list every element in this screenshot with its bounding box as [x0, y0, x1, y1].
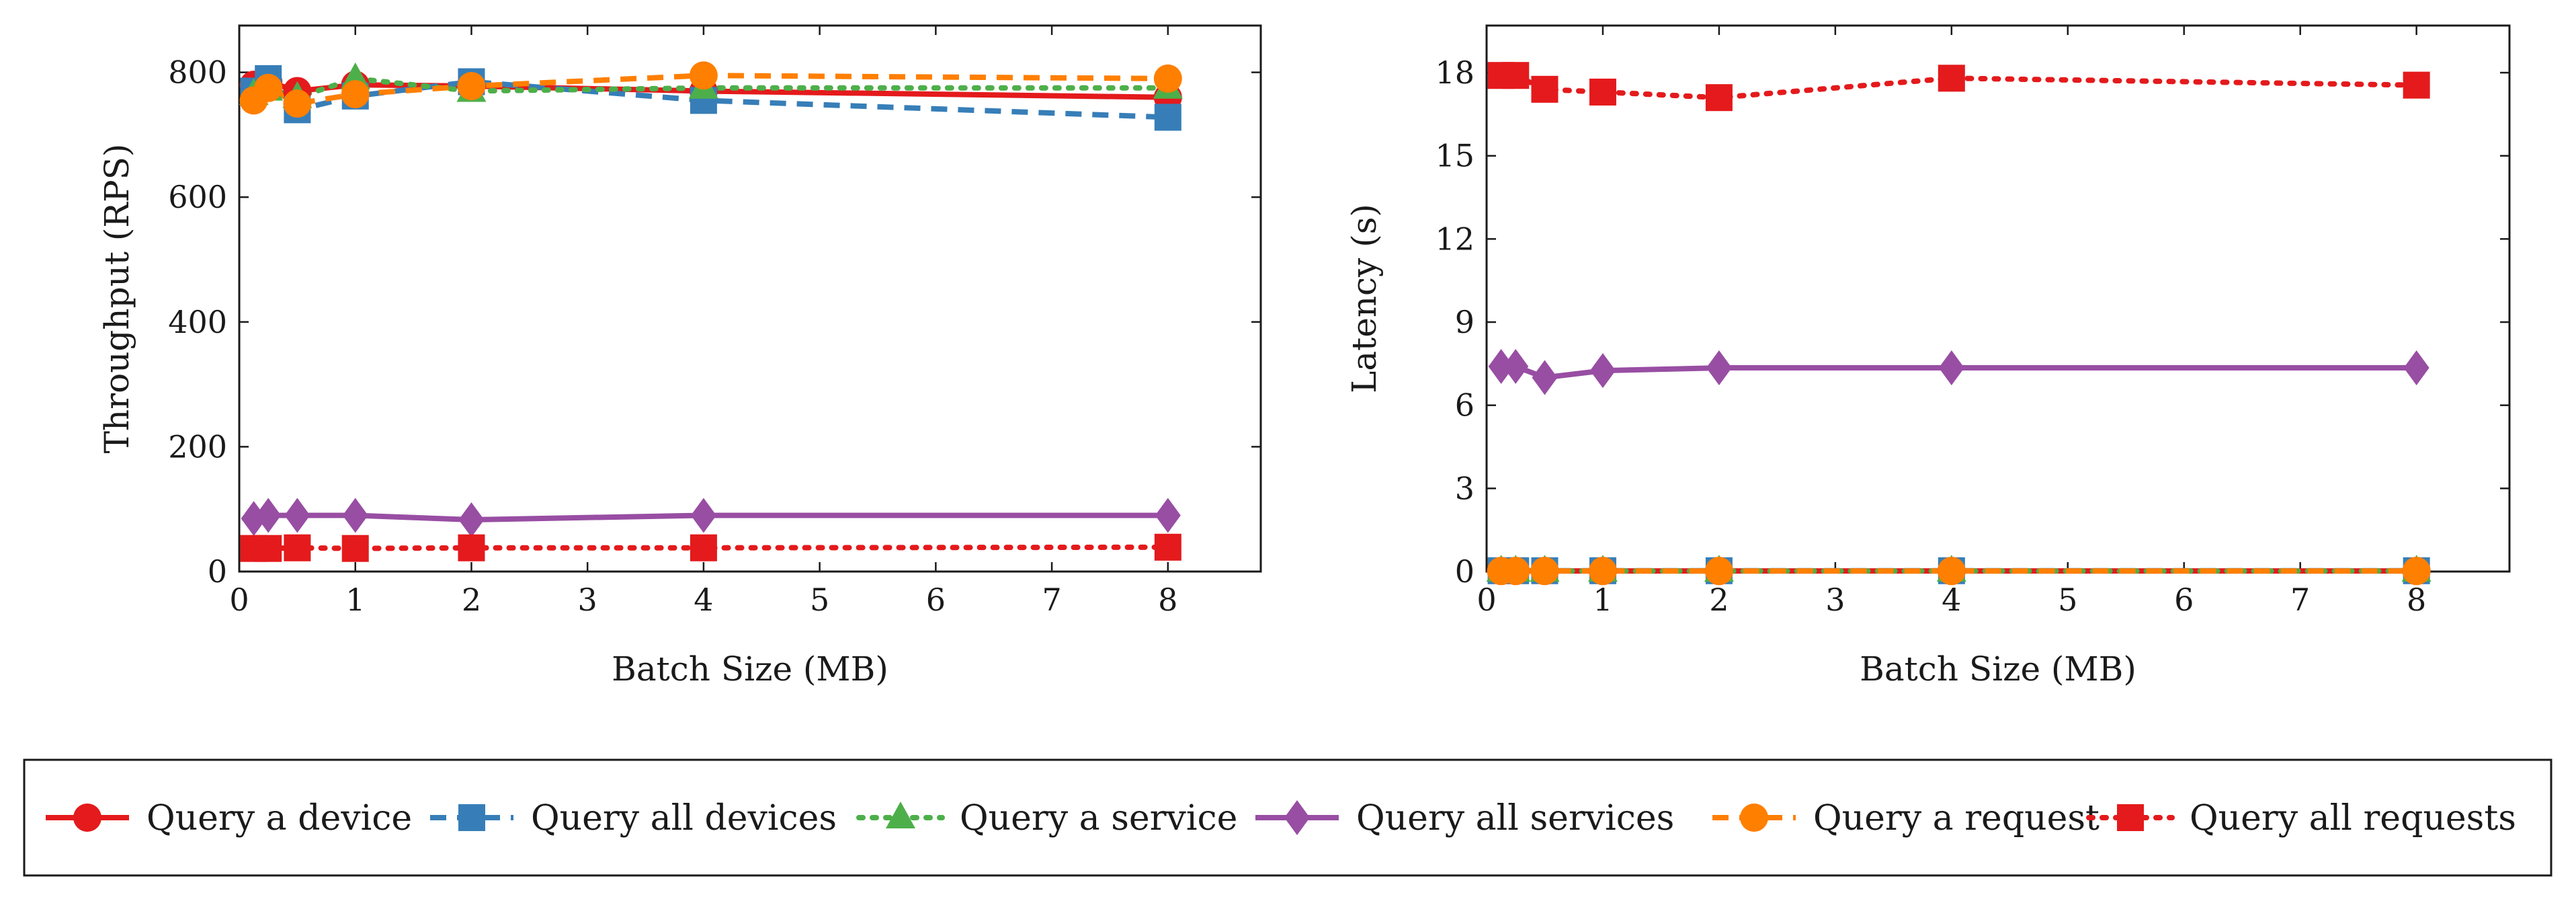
latency-y-tick-label: 6 [1455, 387, 1474, 424]
legend-marker-service [886, 802, 915, 828]
throughput-point-all_services [690, 498, 716, 533]
latency-point-request [1937, 557, 1966, 586]
throughput-point-all_requests [341, 535, 369, 562]
latency-x-tick-label: 5 [2058, 582, 2077, 618]
throughput-x-tick-label: 1 [345, 582, 365, 618]
latency-data-layer [1486, 62, 2432, 586]
throughput-point-request [1153, 64, 1182, 93]
throughput-point-all_requests [690, 534, 717, 561]
latency-x-tick-label: 6 [2174, 582, 2194, 618]
latency-y-tick-label: 18 [1435, 54, 1474, 91]
latency-point-all_services [1503, 348, 1529, 384]
throughput-point-request [283, 89, 312, 118]
latency-x-axis-title: Batch Size (MB) [1860, 650, 2136, 689]
legend-label-all_services: Query all services [1356, 798, 1674, 838]
throughput-point-all_services [458, 502, 485, 537]
legend-label-all_requests: Query all requests [2190, 798, 2516, 838]
legend-label-request: Query a request [1813, 798, 2100, 838]
latency-point-all_services [1706, 350, 1732, 386]
legend-label-service: Query a service [960, 798, 1237, 838]
throughput-x-tick-label: 8 [1158, 582, 1177, 618]
latency-point-request [1501, 557, 1530, 586]
legend-label-all_devices: Query all devices [531, 798, 837, 838]
throughput-y-tick-label: 400 [168, 304, 227, 340]
throughput-point-all_requests [1154, 533, 1181, 561]
latency-point-all_services [1532, 360, 1558, 395]
latency-x-tick-label: 0 [1477, 582, 1496, 618]
latency-point-request [1588, 557, 1617, 586]
throughput-point-request [457, 72, 486, 101]
latency-point-all_requests [1589, 78, 1616, 106]
throughput-y-tick-label: 0 [208, 553, 227, 590]
throughput-y-axis-title: Throughput (RPS) [97, 144, 136, 454]
throughput-x-axis-title: Batch Size (MB) [612, 650, 888, 689]
throughput-x-tick-label: 7 [1042, 582, 1061, 618]
throughput-x-tick-label: 6 [926, 582, 946, 618]
latency-y-axis-title: Latency (s) [1345, 204, 1384, 393]
latency-y-tick-label: 9 [1455, 304, 1474, 340]
throughput-x-tick-label: 2 [462, 582, 481, 618]
throughput-x-tick-label: 3 [578, 582, 597, 618]
latency-point-all_requests [1705, 84, 1733, 112]
latency-plot-frame [1485, 24, 2511, 573]
latency-point-all_requests [2403, 71, 2430, 99]
throughput-point-all_requests [458, 534, 485, 561]
latency-point-all_services [1488, 348, 1514, 384]
throughput-point-request [254, 73, 283, 102]
latency-y-tick-label: 12 [1435, 221, 1474, 257]
latency-point-all_requests [1531, 75, 1559, 103]
throughput-point-all_requests [284, 534, 311, 561]
throughput-point-request [689, 61, 718, 90]
legend-marker-request [1740, 804, 1768, 832]
legend-marker-all_devices [458, 804, 485, 831]
throughput-point-all_services [255, 498, 282, 533]
legend-marker-device [73, 804, 101, 832]
latency-x-tick-label: 7 [2290, 582, 2310, 618]
throughput-point-all_services [1155, 498, 1181, 533]
throughput-x-tick-label: 4 [694, 582, 713, 618]
latency-point-all_services [1938, 350, 1964, 386]
latency-point-all_services [1589, 353, 1616, 389]
throughput-y-tick-label: 600 [168, 179, 227, 215]
latency-x-tick-label: 3 [1825, 582, 1845, 618]
throughput-data-layer [239, 61, 1183, 562]
latency-x-tick-label: 2 [1709, 582, 1729, 618]
throughput-x-tick-label: 5 [810, 582, 829, 618]
latency-x-tick-label: 4 [1942, 582, 1961, 618]
latency-point-request [2402, 557, 2431, 586]
legend-marker-all_services [1284, 800, 1310, 835]
legend: Query a device Query all devices Query a s… [23, 758, 2552, 877]
latency-point-request [1704, 557, 1733, 586]
latency-y-tick-label: 0 [1455, 553, 1474, 590]
latency-x-tick-label: 8 [2407, 582, 2426, 618]
throughput-point-all_services [342, 498, 368, 533]
throughput-point-request [341, 80, 370, 109]
latency-x-tick-label: 1 [1593, 582, 1612, 618]
throughput-plot-frame [238, 24, 1262, 573]
throughput-y-tick-label: 200 [168, 428, 227, 465]
latency-y-tick-label: 3 [1455, 470, 1474, 506]
throughput-x-tick-label: 0 [229, 582, 249, 618]
throughput-point-all_services [284, 498, 310, 533]
legend-label-device: Query a device [147, 798, 412, 838]
latency-point-all_requests [1938, 65, 1965, 92]
latency-point-request [1530, 557, 1559, 586]
legend-marker-all_requests [2117, 804, 2144, 831]
latency-point-all_services [2403, 350, 2429, 386]
throughput-point-all_requests [255, 535, 282, 562]
throughput-y-tick-label: 800 [168, 54, 227, 91]
throughput-point-all_devices [1154, 104, 1181, 131]
throughput-chart: 0 1 2 3 4 5 6 7 8 0 200 400 600 800 Batch Size (MB) Thr… [97, 24, 1262, 689]
latency-y-tick-label: 15 [1435, 138, 1474, 174]
latency-point-all_requests [1502, 62, 1530, 89]
